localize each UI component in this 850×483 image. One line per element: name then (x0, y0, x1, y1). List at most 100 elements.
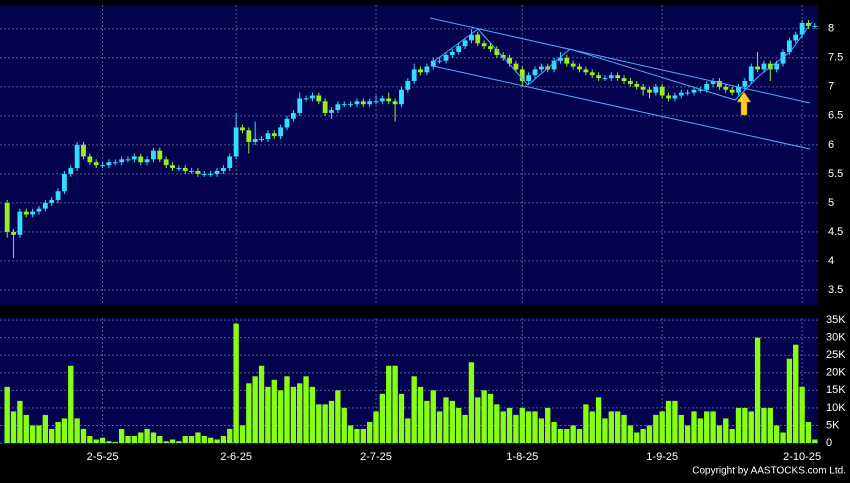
volume-bar (716, 425, 723, 443)
candle-body (666, 95, 671, 99)
volume-bar (742, 407, 748, 443)
volume-bar (551, 421, 557, 443)
y-tick-label: 7.5 (828, 52, 843, 64)
volume-bar (532, 411, 538, 443)
candle-body (532, 69, 538, 76)
candle-body (500, 54, 506, 58)
volume-bar (627, 425, 634, 443)
candle-body (761, 63, 767, 70)
candle-body (36, 208, 42, 212)
volume-bar (392, 365, 398, 443)
candle-body (297, 98, 303, 113)
candle-body (341, 104, 347, 106)
y2-tick-label: 5K (826, 419, 840, 431)
volume-bar (214, 439, 220, 443)
volume-bar (436, 411, 443, 443)
candle-body (513, 63, 519, 70)
volume-bar (366, 421, 373, 443)
candle-body (106, 162, 112, 166)
volume-bar (99, 437, 106, 443)
candle-body (322, 101, 328, 113)
candle-body (653, 86, 659, 93)
volume-bar (201, 435, 207, 443)
candle-body (456, 46, 462, 53)
volume-bar (252, 376, 258, 443)
candle-body (316, 95, 322, 102)
candle-body (697, 89, 703, 91)
candle-body (386, 98, 392, 102)
candle-body (615, 75, 621, 79)
candle-body (602, 78, 608, 80)
y-tick-label: 6.5 (828, 110, 843, 122)
volume-bar (93, 439, 99, 443)
volume-bar (246, 383, 252, 443)
volume-bar (125, 435, 131, 443)
volume-bar (354, 428, 360, 443)
volume-bar (621, 414, 627, 443)
volume-bar (373, 411, 379, 443)
candle-body (729, 89, 735, 93)
volume-bar (793, 344, 799, 443)
candle-body (468, 34, 474, 41)
volume-bar (538, 418, 545, 443)
volume-bar (150, 432, 157, 443)
arrow (736, 91, 752, 116)
volume-bar (220, 435, 227, 443)
candle-body (310, 95, 315, 99)
volume-bar (112, 441, 118, 443)
candle-body (691, 89, 697, 93)
candle-body (284, 118, 290, 128)
candle-body (163, 159, 169, 166)
volume-bar (277, 390, 284, 443)
volume-bar (513, 414, 519, 443)
volume-bar (602, 418, 608, 443)
candle-body (144, 159, 150, 163)
trend-line (432, 65, 811, 150)
volume-bar (347, 425, 354, 443)
volume-bar (297, 383, 303, 443)
candle-body (748, 66, 754, 82)
candle-body (538, 66, 544, 70)
volume-bar (303, 376, 309, 443)
candle-body (519, 69, 525, 82)
candle-body (583, 69, 589, 73)
volume-bar (10, 411, 17, 443)
candle-body (227, 156, 233, 169)
volume-bar (468, 362, 475, 443)
volume-bar (379, 393, 386, 443)
volume-bar (258, 365, 265, 443)
candle-body (678, 92, 684, 96)
candle-body (449, 52, 455, 55)
volume-bar (665, 400, 672, 443)
volume-bar (640, 428, 646, 443)
candle-body (265, 133, 271, 140)
volume-bar (506, 407, 513, 443)
y-tick-label: 4 (828, 255, 834, 267)
candle-body (723, 86, 729, 90)
candle-body (348, 104, 354, 106)
volume-bar (525, 411, 532, 443)
candle-body (621, 78, 627, 82)
candle-body (475, 34, 481, 44)
volume-bar (761, 407, 767, 443)
candle-body (240, 127, 245, 131)
volume-bar (481, 390, 487, 443)
volume-bar (17, 400, 23, 443)
volume-bar (545, 407, 551, 443)
candle-body (151, 150, 156, 160)
volume-bar (271, 379, 277, 443)
volume-bar (704, 411, 710, 443)
volume-bar (23, 414, 29, 443)
candle-body (61, 173, 67, 192)
candle-body (55, 191, 61, 200)
y2-tick-label: 35K (826, 314, 846, 326)
candle-body (392, 101, 398, 105)
y2-tick-label: 15K (826, 384, 846, 396)
candle-body (17, 211, 23, 235)
volume-bar (227, 428, 233, 443)
volume-bar (672, 400, 678, 443)
candle-body (640, 86, 646, 90)
volume-bar (754, 337, 761, 443)
candle-body (329, 110, 334, 113)
